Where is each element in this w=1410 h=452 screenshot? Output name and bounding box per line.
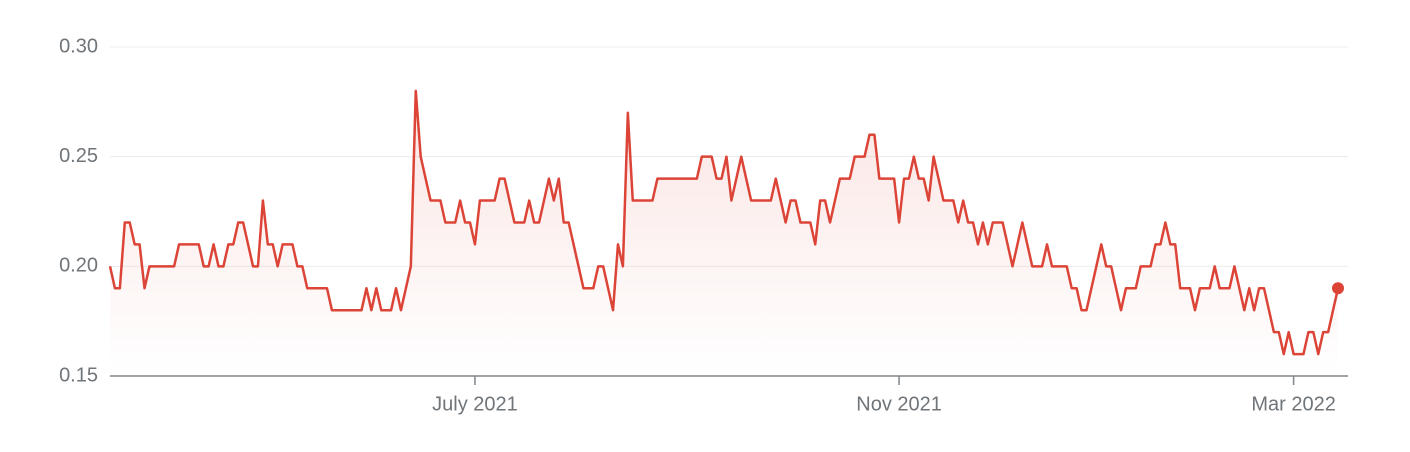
x-tick-label: Nov 2021 [856,393,942,415]
y-tick-label: 0.30 [59,35,98,57]
x-tick-label: July 2021 [432,393,518,415]
area [110,90,1338,376]
last-point [1332,282,1344,295]
y-tick-label: 0.20 [59,255,98,277]
price-line [108,89,1340,356]
x-tick-label: Mar 2022 [1251,393,1336,415]
y-tick-label: 0.25 [59,145,98,167]
y-tick-label: 0.15 [59,364,98,386]
